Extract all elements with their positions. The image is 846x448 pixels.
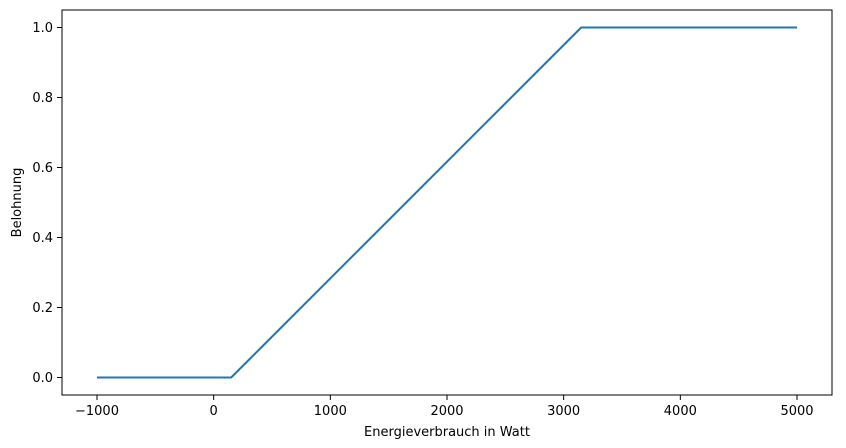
y-tick-label: 1.0	[32, 21, 53, 36]
y-axis-ticks: 0.0 0.2 0.4 0.6 0.8 1.0	[32, 21, 62, 386]
y-axis-label: Belohnung	[10, 168, 25, 238]
x-tick-label: −1000	[75, 404, 119, 419]
x-tick-label: 2000	[430, 404, 463, 419]
series-line-1	[97, 26, 797, 379]
x-tick-label: 3000	[547, 404, 580, 419]
x-axis-label: Energieverbrauch in Watt	[364, 425, 530, 440]
y-tick-label: 0.8	[32, 91, 53, 106]
x-tick-label: 4000	[664, 404, 697, 419]
x-tick-label: 0	[210, 404, 218, 419]
y-tick-label: 0.4	[32, 231, 53, 246]
y-tick-label: 0.6	[32, 161, 53, 176]
x-tick-label: 5000	[780, 404, 813, 419]
y-tick-label: 0.0	[32, 371, 53, 386]
y-tick-label: 0.2	[32, 301, 53, 316]
x-axis-ticks: −1000 0 1000 2000 3000 4000 5000	[75, 395, 814, 419]
x-tick-label: 1000	[314, 404, 347, 419]
